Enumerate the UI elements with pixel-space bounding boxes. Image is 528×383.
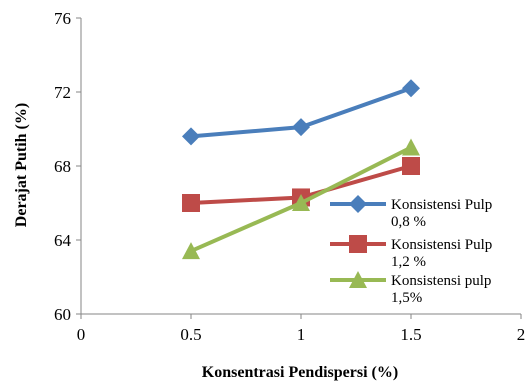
legend-label: Konsistensi Pulp [391, 237, 492, 253]
legend-marker [349, 271, 367, 288]
x-tick-label: 1.5 [400, 325, 421, 344]
y-tick-label: 72 [54, 83, 71, 102]
data-point [182, 242, 200, 260]
data-point [182, 127, 200, 146]
data-point [402, 157, 420, 175]
legend-label-sub: 1,2 % [391, 254, 426, 270]
data-point [402, 79, 420, 98]
axes [76, 17, 522, 319]
x-tick-label: 2 [517, 325, 526, 344]
legend-label-sub: 0,8 % [391, 214, 426, 230]
y-tick-label: 76 [54, 9, 71, 28]
y-axis-title: Derajat Putih (%) [13, 103, 30, 227]
legend-marker [349, 195, 367, 213]
data-point [402, 138, 420, 156]
data-point [182, 194, 200, 212]
series-group [182, 79, 420, 260]
x-tick-label: 0 [77, 325, 86, 344]
y-tick-label: 68 [54, 157, 71, 176]
data-point [292, 194, 310, 211]
x-tick-label: 1 [297, 325, 306, 344]
legend-label: Konsistensi Pulp [391, 197, 492, 213]
y-tick-label: 60 [54, 305, 71, 324]
data-point [292, 118, 310, 137]
series-1 [182, 79, 420, 146]
x-tick-label: 0.5 [180, 325, 201, 344]
x-axis-title: Konsentrasi Pendispersi (%) [202, 364, 398, 381]
legend-label-sub: 1,5% [391, 290, 422, 306]
series-3 [182, 138, 420, 260]
legend-label: Konsistensi pulp [391, 273, 491, 289]
tick-labels: 60 64 68 72 76 0 0.5 1 1.5 2 [54, 9, 525, 344]
y-tick-label: 64 [54, 231, 72, 250]
legend-marker [349, 235, 367, 253]
